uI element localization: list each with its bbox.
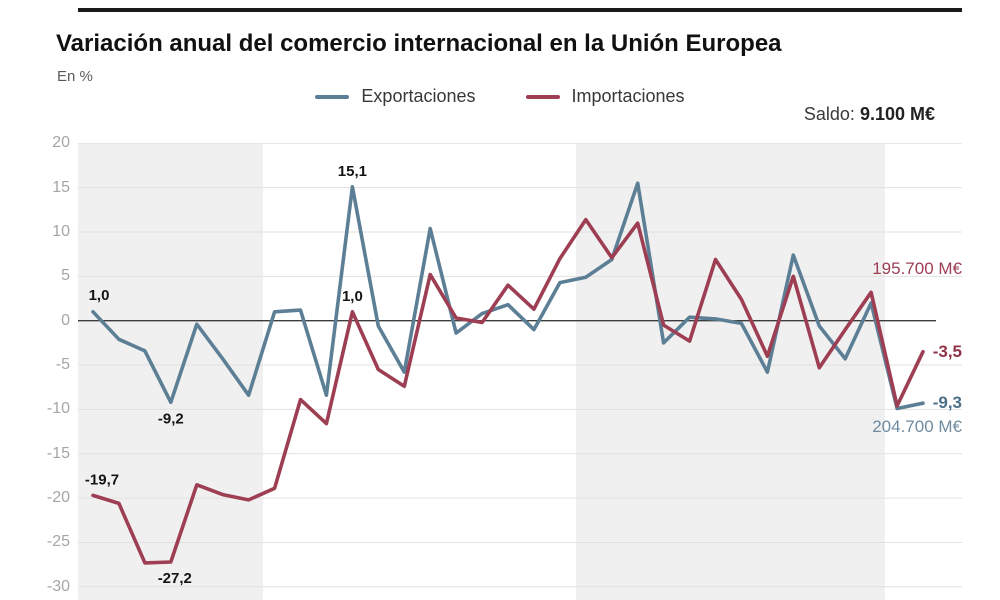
top-rule bbox=[78, 8, 962, 12]
y-axis-tick-label: -20 bbox=[46, 489, 70, 507]
balance-value: 9.100 M€ bbox=[859, 104, 935, 124]
background-band bbox=[78, 143, 263, 600]
balance-label: Saldo: bbox=[803, 104, 855, 124]
y-axis-unit-label: En % bbox=[57, 68, 93, 85]
legend-line-swatch bbox=[525, 94, 560, 99]
data-point-label: 15,1 bbox=[338, 163, 367, 180]
legend-line-swatch bbox=[315, 94, 350, 99]
y-axis-tick-label: 0 bbox=[61, 311, 70, 329]
y-axis-tick-label: -15 bbox=[46, 444, 70, 462]
legend-item-exportaciones: Exportaciones bbox=[315, 86, 476, 107]
chart-legend: Exportaciones Importaciones bbox=[0, 86, 1000, 107]
data-point-label: -9,2 bbox=[158, 410, 184, 427]
importaciones-line bbox=[91, 217, 925, 565]
exportaciones-line bbox=[91, 181, 925, 411]
y-axis-tick-label: 20 bbox=[52, 134, 70, 152]
y-axis-tick-label: -10 bbox=[46, 400, 70, 418]
y-axis-tick-label: -30 bbox=[46, 577, 70, 595]
data-point-label: -27,2 bbox=[158, 570, 192, 587]
series-end-annotation: 204.700 M€ bbox=[872, 417, 962, 437]
balance-annotation: Saldo: 9.100 M€ bbox=[804, 104, 935, 125]
series-end-annotation: -3,5 bbox=[932, 341, 962, 361]
y-axis-tick-label: -5 bbox=[55, 356, 70, 374]
series-end-annotation: -9,3 bbox=[932, 393, 962, 413]
chart-title: Variación anual del comercio internacion… bbox=[56, 30, 782, 57]
y-axis-tick-label: 5 bbox=[61, 267, 70, 285]
y-axis-tick-label: 10 bbox=[52, 223, 70, 240]
background-band bbox=[576, 143, 885, 600]
legend-label: Importaciones bbox=[571, 86, 685, 106]
data-point-label: 1,0 bbox=[89, 287, 110, 304]
series-end-annotation: 195.700 M€ bbox=[872, 259, 962, 279]
y-axis-tick-label: 15 bbox=[52, 178, 70, 196]
plot-area: 1,0 -9,2 15,1 -19,7 -27,2 1,0 20 15 10 5 0 -5 -10 -1… bbox=[47, 134, 962, 600]
legend-label: Exportaciones bbox=[361, 86, 476, 106]
data-point-label: -19,7 bbox=[85, 471, 119, 488]
data-point-label: 1,0 bbox=[342, 288, 363, 305]
y-axis-tick-label: -25 bbox=[46, 533, 70, 551]
legend-item-importaciones: Importaciones bbox=[525, 86, 685, 107]
line-chart-canvas: 1,0 -9,2 15,1 -19,7 -27,2 1,0 bbox=[78, 143, 962, 600]
